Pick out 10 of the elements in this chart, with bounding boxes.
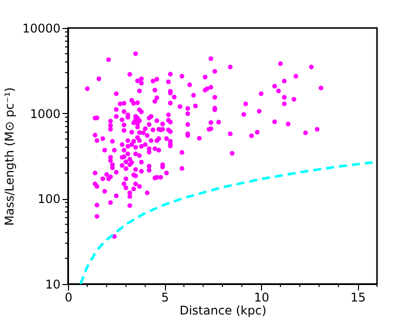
y-axis-title: Mass/Length (M⊙ pc⁻¹): [2, 87, 16, 226]
x-tick-label: 10: [254, 290, 270, 304]
x-tick-label: 15: [350, 290, 366, 304]
y-tick-label: 1000: [30, 106, 60, 121]
y-tick-label: 10: [45, 278, 60, 292]
y-tick-label: 100: [38, 192, 60, 206]
x-tick-label: 0: [64, 290, 72, 304]
x-tick-label: 5: [161, 290, 169, 304]
x-axis-title: Distance (kpc): [180, 304, 266, 318]
y-tick-label: 10000: [22, 22, 60, 36]
